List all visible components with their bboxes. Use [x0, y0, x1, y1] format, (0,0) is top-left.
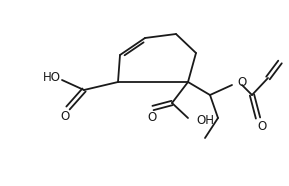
Text: OH: OH — [196, 113, 214, 126]
Text: O: O — [147, 110, 157, 124]
Text: HO: HO — [43, 70, 61, 84]
Text: O: O — [237, 76, 246, 89]
Text: O: O — [257, 119, 267, 132]
Text: O: O — [60, 110, 70, 123]
